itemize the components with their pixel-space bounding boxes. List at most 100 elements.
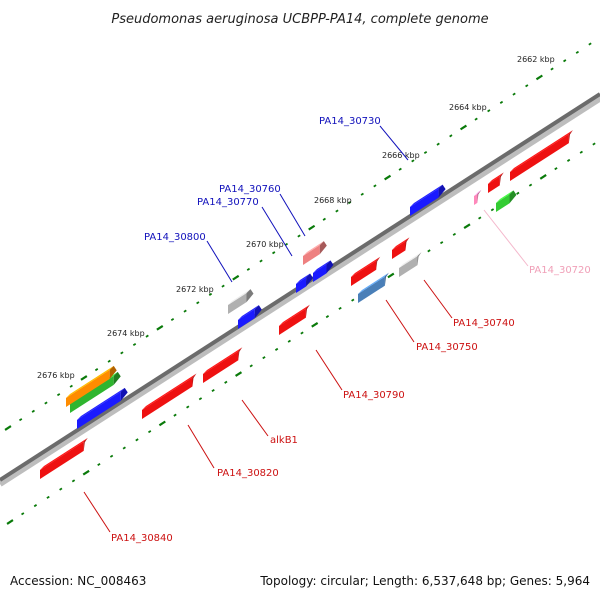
scale-tick — [173, 413, 177, 417]
scale-tick — [249, 364, 253, 368]
scale-tick — [198, 397, 203, 401]
gene-glyph[interactable] — [351, 256, 381, 286]
scale-tick — [490, 208, 495, 212]
scale-tick — [563, 59, 567, 63]
gene-glyph[interactable] — [296, 273, 314, 293]
scale-tick — [97, 462, 101, 466]
scale-tick — [274, 347, 279, 351]
gene-labels: PA14_30730 PA14_30760 PA14_30770 PA14_30… — [111, 116, 591, 544]
scale-tick — [499, 100, 504, 104]
gene-label: PA14_30760 — [219, 184, 281, 195]
scale-tick — [120, 351, 124, 355]
gene-glyph[interactable] — [238, 305, 262, 329]
scale-tick — [459, 124, 468, 131]
scale-tick — [107, 359, 111, 363]
scale-tick — [170, 317, 175, 321]
scale-label: 2664 kbp — [449, 103, 487, 112]
scale-tick — [535, 74, 543, 81]
scale-tick — [6, 519, 14, 525]
scale-tick — [44, 401, 48, 405]
gene-glyph[interactable] — [474, 189, 482, 205]
scale-tick — [525, 84, 529, 88]
scale-tick — [411, 159, 415, 163]
gene-glyph[interactable] — [142, 373, 197, 419]
gene-label: PA14_30750 — [416, 342, 478, 353]
scale-tick — [262, 356, 266, 360]
gene-glyph[interactable] — [228, 289, 254, 314]
scale-tick — [109, 454, 114, 458]
scale-tick — [208, 292, 213, 296]
gene-glyph[interactable] — [40, 437, 88, 479]
scale-label: 2674 kbp — [107, 329, 145, 338]
gene-label: PA14_30740 — [453, 318, 515, 329]
genome-summary-text: Topology: circular; Length: 6,537,648 bp… — [260, 574, 590, 588]
scale-tick — [373, 184, 377, 188]
scale-tick — [452, 232, 457, 236]
gene-glyph[interactable] — [410, 184, 446, 216]
scale-tick — [478, 216, 482, 220]
scale-label: 2662 kbp — [517, 55, 555, 64]
leader-line — [206, 240, 233, 283]
gene-glyph[interactable] — [303, 241, 327, 265]
scale-tick — [311, 321, 319, 328]
gene-glyph[interactable] — [399, 252, 422, 277]
scale-tick — [196, 301, 200, 305]
scale-tick — [4, 425, 12, 431]
scale-tick — [31, 409, 35, 413]
scale-tick — [56, 393, 61, 397]
scale-tick — [588, 42, 592, 46]
scale-tick — [156, 325, 164, 331]
leader-line — [483, 209, 529, 267]
scale-label: 2666 kbp — [382, 151, 420, 160]
scale-tick — [82, 469, 90, 476]
scale-tick — [516, 191, 520, 195]
scale-tick — [147, 430, 152, 434]
scale-tick — [71, 479, 76, 483]
scale-tick — [246, 267, 251, 271]
scale-tick — [158, 420, 166, 427]
scale-tick — [487, 109, 491, 113]
gene-label: PA14_30720 — [529, 265, 591, 276]
scale-tick — [234, 371, 243, 377]
scale-tick — [232, 274, 240, 281]
scale-tick — [335, 209, 339, 213]
scale-label: 2676 kbp — [37, 371, 75, 380]
leader-line — [241, 399, 269, 437]
gene-label: PA14_30770 — [197, 197, 259, 208]
scale-tick — [351, 298, 355, 302]
gene-glyph[interactable] — [510, 130, 573, 181]
scale-tick — [463, 223, 471, 229]
leader-line — [187, 424, 215, 469]
gene-glyph[interactable] — [203, 347, 243, 383]
outer-tick-track — [4, 42, 592, 431]
inner-tick-track — [6, 142, 596, 525]
scale-tick — [575, 50, 580, 54]
scale-tick — [579, 150, 583, 154]
scale-tick — [135, 438, 139, 442]
gene-label: PA14_30820 — [217, 468, 279, 479]
gene-glyph[interactable] — [488, 172, 504, 193]
gene-glyph[interactable] — [77, 387, 128, 429]
scale-tick — [297, 234, 301, 238]
gene-glyph[interactable] — [313, 260, 334, 282]
leader-lines — [83, 125, 529, 533]
accession-text: Accession: NC_008463 — [10, 574, 147, 588]
gene-label: PA14_30790 — [343, 390, 405, 401]
gene-glyph[interactable] — [358, 272, 389, 303]
scale-tick — [554, 167, 558, 171]
scale-tick — [550, 67, 554, 71]
scale-tick — [528, 183, 533, 187]
scale-tick — [132, 343, 137, 347]
scale-tick — [21, 512, 25, 516]
gene-glyphs — [40, 130, 573, 479]
gene-glyph[interactable] — [279, 304, 310, 335]
scale-tick — [59, 487, 63, 491]
scale-tick — [272, 251, 276, 255]
scale-tick — [347, 201, 352, 205]
scale-tick — [592, 142, 596, 146]
gene-glyph[interactable] — [496, 190, 517, 212]
gene-glyph[interactable] — [66, 365, 117, 407]
scale-tick — [33, 504, 38, 508]
gene-glyph[interactable] — [392, 237, 410, 259]
